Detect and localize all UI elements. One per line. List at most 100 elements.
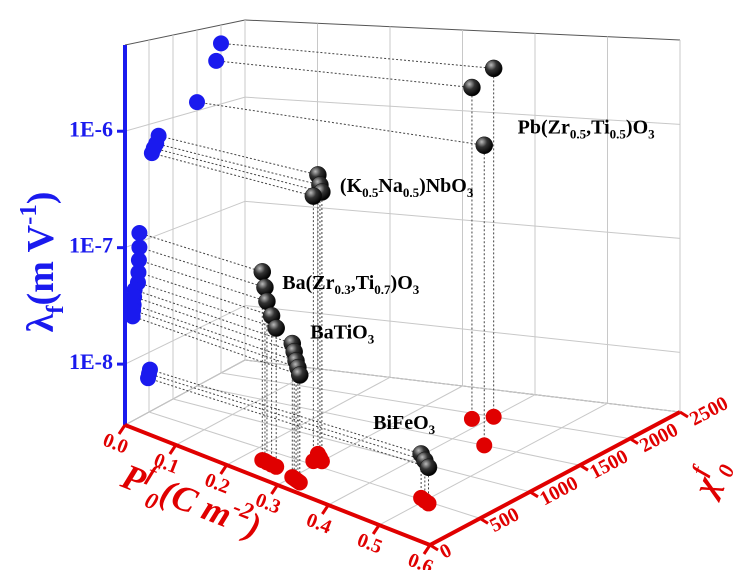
projection-line — [137, 282, 277, 329]
series-label-part: Pb(Zr — [518, 116, 570, 138]
point — [304, 187, 323, 205]
series-label-part: Na — [378, 174, 402, 196]
floor-projection — [420, 495, 437, 512]
x-axis-title: Pf0(C m-2) — [112, 452, 268, 554]
series-label-part: 0.5 — [362, 185, 379, 200]
x-tick — [219, 464, 228, 475]
series-label-part: )O — [626, 116, 648, 138]
x-tick — [371, 524, 381, 535]
point — [463, 78, 481, 97]
y-axis-title-part: 0 — [712, 461, 739, 480]
series-label-part: 0.3 — [335, 282, 352, 297]
projection-line — [139, 232, 263, 273]
series-label-part: 0.5 — [570, 127, 587, 142]
x-tick — [168, 444, 178, 455]
series-label-part: Ba(Zr — [282, 271, 334, 293]
series-label: Ba(Zr0.3,Ti0.7)O3 — [282, 271, 419, 297]
series-label-part: ,Ti — [586, 116, 610, 138]
y-axis-title: χf0 — [679, 453, 739, 506]
series-label: (K0.5Na0.5)NbO3 — [340, 174, 474, 200]
projection-line — [153, 147, 323, 193]
series-label-part: 3 — [429, 422, 436, 437]
box-edge — [124, 19, 246, 46]
y-axis — [429, 410, 681, 547]
point — [475, 136, 493, 155]
z-axis-title: λf(m V-1) — [15, 192, 69, 333]
point — [253, 263, 272, 281]
series-label-part: 3 — [648, 127, 655, 142]
projection-line — [149, 369, 422, 455]
projection-line — [139, 246, 266, 288]
projection-line — [216, 60, 472, 89]
grid-line — [277, 385, 463, 486]
projection-line — [133, 304, 297, 362]
x-tick-label: 0.5 — [354, 529, 385, 559]
grid-line — [124, 359, 246, 426]
floor-projection — [463, 410, 480, 427]
point — [267, 319, 285, 337]
z-axis-title-part: λ — [20, 313, 62, 332]
y-tick-label: 2000 — [636, 419, 682, 457]
series-label: BaTiO3 — [310, 321, 374, 347]
projection-line — [132, 309, 299, 369]
series-label-part: 3 — [467, 185, 474, 200]
point — [291, 366, 309, 384]
series-label-part: (K — [340, 174, 363, 196]
floor-projection — [476, 437, 493, 454]
z-axis-title-part: -1 — [15, 204, 42, 225]
series-label-part: 0.5 — [403, 185, 420, 200]
wall-projection — [189, 94, 205, 111]
projection-line — [220, 42, 494, 69]
z-tick-label: 1E-7 — [69, 233, 113, 258]
series-label-part: 0.7 — [374, 282, 391, 297]
wall-projection — [131, 224, 148, 241]
y-tick — [679, 410, 689, 419]
z-axis-title-part: (m V — [20, 224, 62, 305]
y-tick-label: 0 — [436, 539, 455, 563]
floor-projection — [291, 474, 308, 491]
wall-projection — [140, 370, 157, 387]
point — [419, 458, 438, 477]
z-axis-title-part: ) — [20, 192, 62, 205]
floor-projection — [268, 458, 285, 475]
wall-projection — [124, 308, 141, 325]
grid-line — [196, 385, 581, 466]
y-tick-label: 1500 — [586, 445, 632, 483]
series-label-part: BiFeO — [373, 412, 429, 434]
series-label-part: 3 — [413, 282, 420, 297]
floor-projection — [485, 408, 502, 425]
y-tick — [429, 543, 439, 552]
wall-projection — [131, 239, 148, 256]
projection-line — [156, 143, 321, 186]
wall-projection — [213, 35, 229, 52]
x-tick — [270, 484, 279, 495]
projection-line — [148, 373, 425, 461]
series-label-part: )O — [391, 271, 413, 293]
x-tick — [117, 424, 127, 435]
wall-projection — [130, 252, 147, 269]
series-label-part: )NbO — [419, 174, 467, 196]
y-tick-label: 500 — [486, 503, 523, 537]
series-label-part: ,Ti — [351, 271, 375, 293]
point — [484, 59, 503, 78]
series-label: Pb(Zr0.5,Ti0.5)O3 — [518, 116, 655, 142]
grid-line — [220, 372, 631, 440]
x-tick — [422, 544, 432, 555]
grid-line — [124, 96, 246, 132]
y-tick — [529, 490, 539, 499]
z-tick-label: 1E-8 — [69, 349, 113, 374]
x-tick — [321, 504, 330, 515]
y-tick — [579, 463, 589, 472]
projection-line — [138, 259, 268, 302]
z-tick-label: 1E-6 — [69, 116, 113, 141]
grid-line — [172, 398, 531, 493]
y-tick — [629, 437, 639, 445]
x-tick-label: 0.4 — [303, 509, 334, 539]
grid-line — [124, 200, 246, 249]
projection-line — [196, 101, 485, 146]
y-tick — [479, 517, 489, 525]
z-axis-title-part: f — [42, 305, 69, 314]
y-tick-label: 2500 — [686, 392, 732, 430]
series-label-part: BaTiO — [310, 321, 367, 343]
